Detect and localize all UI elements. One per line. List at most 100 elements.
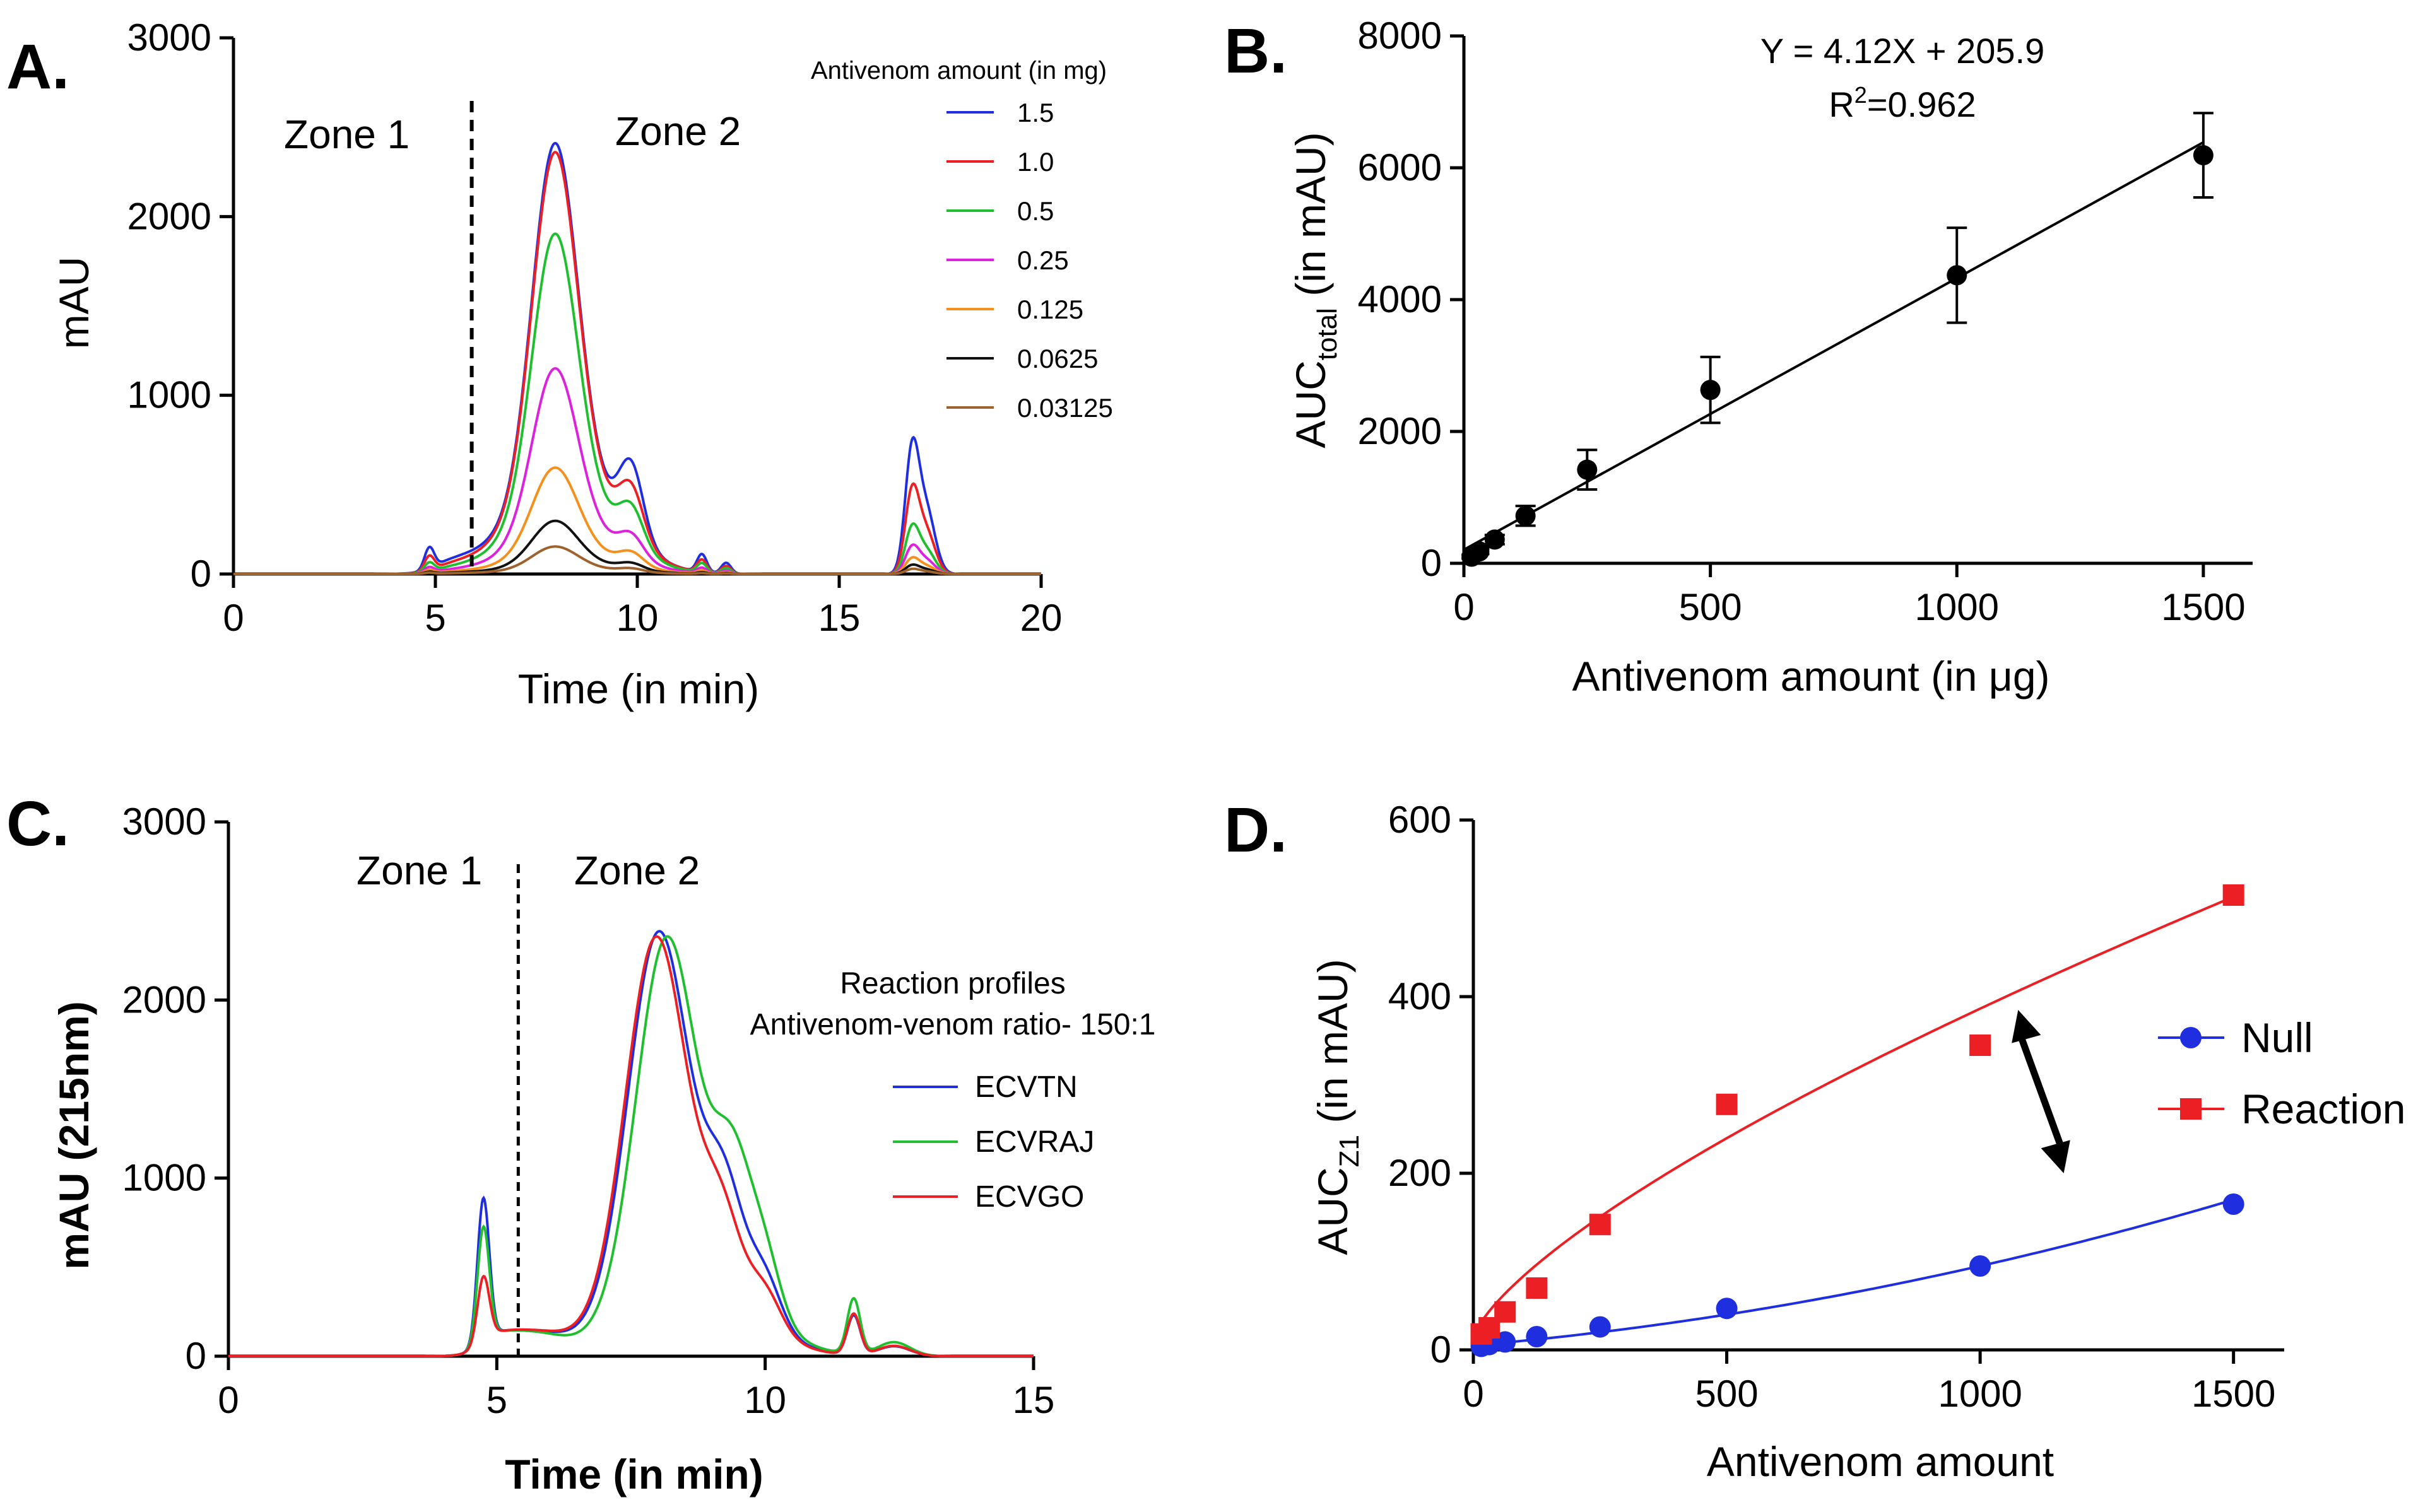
panel-c: C. 0 5 10 15 0 1000 2000 3000 Zone 1 Zone 2 Tim… — [6, 788, 1155, 1497]
x-tick-label: 1000 — [1915, 586, 1999, 628]
panel-d: D. 0 500 1000 1500 0 200 400 600 Null Reaction A… — [1224, 795, 2406, 1485]
panel-a-y-axis-label: mAU — [50, 257, 97, 349]
panel-b-axes: 0 500 1000 1500 0 2000 4000 6000 8000 — [1358, 15, 2253, 628]
panel-c-axes: 0 5 10 15 0 1000 2000 3000 — [122, 800, 1055, 1421]
panel-d-x-axis-label: Antivenom amount — [1707, 1438, 2054, 1485]
panel-a-zone-1-label: Zone 1 — [284, 112, 410, 157]
panel-c-legend-title-1: Reaction profiles — [840, 967, 1066, 1000]
ylabel-tail: (in mAU) — [1287, 132, 1334, 308]
ylabel-sub: Z1 — [1334, 1135, 1365, 1167]
panel-d-y-axis-label: AUCZ1 (in mAU) — [1309, 959, 1365, 1255]
panel-b-r-squared: R2=0.962 — [1829, 82, 1976, 124]
data-point — [1484, 529, 1505, 550]
data-point-Null — [1969, 1255, 1991, 1277]
x-tick-label: 500 — [1695, 1373, 1759, 1415]
panel-b-equation: Y = 4.12X + 205.9 — [1760, 31, 2044, 71]
legend-label: 0.03125 — [1017, 393, 1113, 423]
panel-c-zone-1-label: Zone 1 — [357, 848, 482, 893]
legend-label: 0.0625 — [1017, 344, 1098, 373]
arrow-head — [2041, 1140, 2070, 1173]
data-point-Reaction — [1969, 1034, 1991, 1056]
data-point-Reaction — [1526, 1277, 1548, 1299]
series-line-ECVGO — [228, 935, 1034, 1357]
panel-d-axes: 0 500 1000 1500 0 200 400 600 — [1388, 799, 2284, 1415]
x-tick-label: 20 — [1020, 597, 1063, 639]
y-tick-label: 2000 — [122, 978, 206, 1021]
y-tick-label: 8000 — [1358, 15, 1442, 57]
y-tick-label: 200 — [1388, 1152, 1451, 1194]
panel-a-x-axis-label: Time (in min) — [518, 665, 760, 712]
x-tick-label: 15 — [1013, 1379, 1055, 1421]
panel-c-legend: ECVTN ECVRAJ ECVGO — [893, 1070, 1094, 1214]
x-tick-label: 1000 — [1938, 1373, 2022, 1415]
ylabel-main: AUC — [1287, 360, 1334, 448]
data-point — [1469, 541, 1490, 562]
x-tick-label: 10 — [744, 1379, 786, 1421]
legend-label: 1.5 — [1017, 98, 1054, 127]
arrow-shaft — [2015, 1028, 2067, 1156]
panel-c-series — [228, 930, 1034, 1357]
x-tick-label: 0 — [1463, 1373, 1483, 1415]
legend-label: 0.25 — [1017, 245, 1069, 275]
ylabel-tail: (in mAU) — [1309, 959, 1356, 1135]
data-point — [1515, 505, 1536, 526]
panel-d-series — [1470, 884, 2244, 1357]
panel-c-label: C. — [6, 788, 69, 859]
panel-c-x-axis-label: Time (in min) — [505, 1451, 763, 1497]
panel-d-label: D. — [1224, 795, 1287, 865]
y-tick-label: 1000 — [127, 374, 211, 416]
panel-b-x-axis-label: Antivenom amount (in μg) — [1572, 653, 2049, 700]
x-tick-label: 0 — [1453, 586, 1474, 628]
ylabel-sub: total — [1312, 308, 1343, 360]
y-tick-label: 400 — [1388, 975, 1451, 1017]
data-point-Null — [2222, 1193, 2244, 1215]
legend-label: ECVGO — [975, 1180, 1084, 1214]
data-point-Reaction — [1589, 1214, 1611, 1236]
ylabel-main: AUC — [1309, 1167, 1356, 1255]
r2-superscript: 2 — [1854, 82, 1867, 108]
legend-marker — [2180, 1098, 2202, 1120]
data-point-Reaction — [2222, 884, 2244, 906]
legend-label: 1.0 — [1017, 147, 1054, 177]
series-line-0.5 — [233, 232, 1041, 575]
panel-c-legend-title-2: Antivenom-venom ratio- 150:1 — [750, 1008, 1156, 1041]
x-tick-label: 500 — [1679, 586, 1742, 628]
panel-c-zone-2-label: Zone 2 — [574, 848, 700, 893]
data-point-Reaction — [1494, 1301, 1516, 1323]
y-tick-label: 1000 — [122, 1157, 206, 1199]
arrow-head — [2012, 1010, 2041, 1043]
panel-b-fit-line — [1463, 141, 2204, 551]
legend-label: 0.5 — [1017, 196, 1054, 226]
fit-curve-Null — [1473, 1198, 2234, 1347]
panel-b-y-axis-label: AUCtotal (in mAU) — [1287, 132, 1343, 448]
legend-label: Reaction — [2241, 1086, 2406, 1132]
y-tick-label: 3000 — [127, 16, 211, 59]
legend-label: ECVRAJ — [975, 1125, 1094, 1159]
data-point — [1947, 265, 1967, 286]
x-tick-label: 5 — [486, 1379, 507, 1421]
x-tick-label: 1500 — [2191, 1373, 2275, 1415]
y-tick-label: 0 — [186, 1335, 206, 1377]
panel-d-legend: Null Reaction — [2158, 1014, 2406, 1132]
series-line-0.0625 — [233, 519, 1041, 575]
data-point — [1577, 459, 1598, 480]
y-tick-label: 0 — [191, 553, 211, 595]
x-tick-label: 0 — [218, 1379, 239, 1421]
legend-marker — [2180, 1027, 2202, 1048]
data-point-Null — [1589, 1316, 1611, 1338]
r2-value: =0.962 — [1867, 85, 1976, 124]
panel-a-zone-2-label: Zone 2 — [615, 108, 741, 154]
y-tick-label: 0 — [1430, 1328, 1451, 1371]
data-point — [2193, 145, 2214, 166]
x-tick-label: 0 — [223, 597, 244, 639]
x-tick-label: 1500 — [2161, 586, 2245, 628]
data-point-Null — [1526, 1326, 1548, 1347]
series-line-1.5 — [233, 141, 1041, 575]
y-tick-label: 3000 — [122, 800, 206, 843]
x-tick-label: 5 — [425, 597, 445, 639]
fit-curve-Reaction — [1472, 895, 2234, 1339]
y-tick-label: 2000 — [127, 195, 211, 237]
legend-label: Null — [2241, 1014, 2313, 1061]
r2-prefix: R — [1829, 85, 1854, 124]
